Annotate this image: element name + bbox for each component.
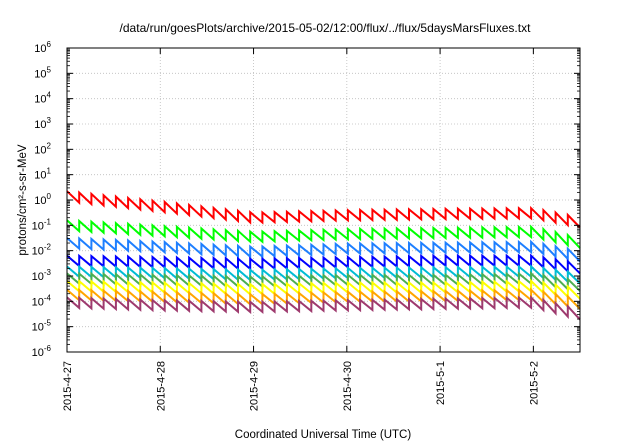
y-tick-base: 10: [34, 119, 46, 131]
series-line-4: [66, 253, 581, 275]
y-tick-label: 10-5: [32, 319, 52, 334]
y-tick-label: 100: [34, 192, 51, 207]
y-tick-base: 10: [32, 322, 44, 334]
y-tick-base: 10: [32, 246, 44, 258]
x-tick-label: 2015-5-1: [435, 361, 447, 405]
y-tick-base: 10: [32, 347, 44, 359]
y-tick-labels: 10610510410310210110010-110-210-310-410-…: [32, 40, 52, 359]
x-tick-label: 2015-4-30: [342, 361, 354, 411]
y-tick-label: 104: [34, 91, 51, 106]
y-tick-label: 106: [34, 40, 51, 55]
y-tick-label: 105: [34, 65, 51, 80]
y-tick-exponent: 5: [47, 65, 52, 74]
y-tick-base: 10: [32, 220, 44, 232]
y-tick-exponent: -6: [44, 344, 52, 353]
y-tick-exponent: 1: [47, 167, 52, 176]
y-tick-exponent: 6: [47, 40, 52, 49]
series-line-1: [66, 190, 581, 229]
x-tick-label: 2015-4-28: [155, 361, 167, 411]
y-tick-exponent: -3: [44, 268, 52, 277]
x-tick-label: 2015-5-2: [528, 361, 540, 405]
series-line-3: [66, 236, 581, 263]
y-tick-base: 10: [34, 170, 46, 182]
y-tick-base: 10: [34, 195, 46, 207]
y-tick-base: 10: [34, 68, 46, 80]
x-axis-label: Coordinated Universal Time (UTC): [235, 429, 412, 441]
y-tick-exponent: 2: [47, 141, 52, 150]
y-tick-exponent: -2: [44, 243, 52, 252]
y-tick-base: 10: [34, 43, 46, 55]
y-tick-exponent: 4: [47, 91, 52, 100]
series-line-2: [66, 218, 581, 249]
x-tick-label: 2015-4-29: [249, 361, 261, 411]
y-tick-label: 103: [34, 116, 51, 131]
y-tick-label: 10-4: [32, 293, 52, 308]
y-tick-base: 10: [34, 144, 46, 156]
axis-ticks: [66, 47, 580, 353]
y-tick-base: 10: [34, 94, 46, 106]
y-tick-label: 10-3: [32, 268, 52, 283]
y-axis-label: protons/cm²-s-sr-MeV: [17, 144, 29, 256]
y-tick-base: 10: [32, 296, 44, 308]
y-tick-exponent: 0: [47, 192, 52, 201]
series-line-9: [66, 295, 581, 321]
y-tick-label: 10-2: [32, 243, 52, 258]
y-tick-exponent: 3: [47, 116, 52, 125]
y-tick-exponent: -5: [44, 319, 52, 328]
y-tick-exponent: -4: [44, 293, 52, 302]
chart-title: /data/run/goesPlots/archive/2015-05-02/1…: [120, 21, 532, 35]
y-tick-base: 10: [32, 271, 44, 283]
y-tick-label: 10-1: [32, 217, 52, 232]
y-tick-label: 10-6: [32, 344, 52, 359]
x-tick-label: 2015-4-27: [62, 361, 74, 411]
series-lines: [66, 190, 581, 321]
x-tick-labels: 2015-4-27 2015-4-28 2015-4-29 2015-4-30 2015…: [62, 361, 540, 411]
y-tick-label: 101: [34, 167, 51, 182]
y-tick-label: 102: [34, 141, 51, 156]
y-tick-exponent: -1: [44, 217, 52, 226]
